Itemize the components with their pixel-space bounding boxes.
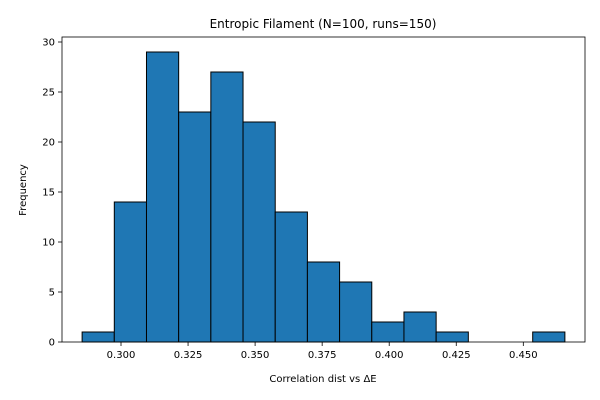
y-tick-label: 10	[42, 238, 55, 249]
x-axis-ticks: 0.300 0.325 0.350 0.375 0.400 0.425 0.450	[107, 342, 538, 361]
histogram-bar	[178, 111, 212, 343]
x-tick-label: 0.350	[241, 350, 270, 361]
x-tick-label: 0.300	[107, 350, 136, 361]
histogram-bar	[145, 51, 180, 343]
histogram-bar	[113, 201, 147, 343]
histogram-bar	[210, 71, 244, 343]
chart-title: Entropic Filament (N=100, runs=150)	[210, 17, 437, 31]
histogram-bar	[242, 121, 276, 343]
histogram-bar	[532, 331, 566, 343]
y-tick-label: 25	[42, 88, 55, 99]
y-tick-label: 0	[49, 338, 55, 349]
x-tick-label: 0.375	[308, 350, 337, 361]
x-axis-label: Correlation dist vs ΔE	[269, 374, 376, 385]
histogram-bar	[371, 321, 405, 343]
histogram-bar	[306, 261, 341, 343]
x-tick-label: 0.325	[174, 350, 203, 361]
y-tick-label: 15	[42, 188, 55, 199]
plot-frame	[61, 36, 586, 343]
bars-group	[81, 51, 566, 343]
y-tick-label: 30	[42, 38, 55, 49]
y-axis-ticks: 0 5 10 15 20 25 30	[42, 38, 62, 349]
histogram-bar	[403, 311, 437, 343]
y-tick-label: 20	[42, 138, 55, 149]
x-tick-label: 0.400	[375, 350, 404, 361]
y-axis-label: Frequency	[18, 164, 29, 216]
y-tick-label: 5	[49, 288, 55, 299]
x-tick-label: 0.450	[509, 350, 538, 361]
x-tick-label: 0.425	[442, 350, 471, 361]
histogram-bar	[274, 211, 308, 343]
histogram-bar	[339, 281, 373, 343]
histogram-bar	[435, 331, 469, 343]
histogram-bar	[81, 331, 115, 343]
